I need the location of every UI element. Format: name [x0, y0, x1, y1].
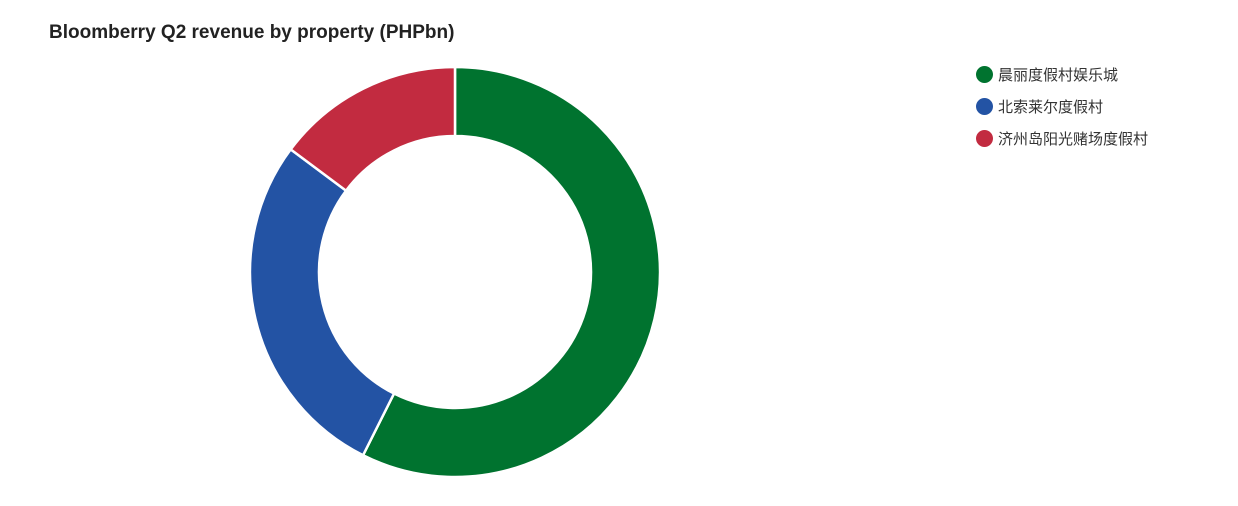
- legend-swatch: [976, 129, 993, 147]
- legend-swatch: [976, 97, 993, 115]
- legend-item: 晨丽度假村娱乐城: [976, 58, 1148, 90]
- donut-slices: [248, 65, 662, 479]
- legend-swatch: [976, 65, 993, 83]
- legend-label: 北索莱尔度假村: [998, 98, 1104, 116]
- donut-slice-0: [361, 65, 662, 479]
- legend-item: 济州岛阳光赌场度假村: [976, 122, 1148, 154]
- legend-label: 晨丽度假村娱乐城: [998, 66, 1119, 84]
- chart-legend: 晨丽度假村娱乐城 北索莱尔度假村济州岛阳光赌场度假村: [976, 58, 1148, 154]
- donut-slice-1: [248, 148, 396, 457]
- donut-slice-2: [289, 65, 457, 192]
- legend-label: 济州岛阳光赌场度假村: [998, 130, 1149, 148]
- legend-item: 北索莱尔度假村: [976, 90, 1148, 122]
- chart-title: Bloomberry Q2 revenue by property (PHPbn…: [49, 22, 455, 43]
